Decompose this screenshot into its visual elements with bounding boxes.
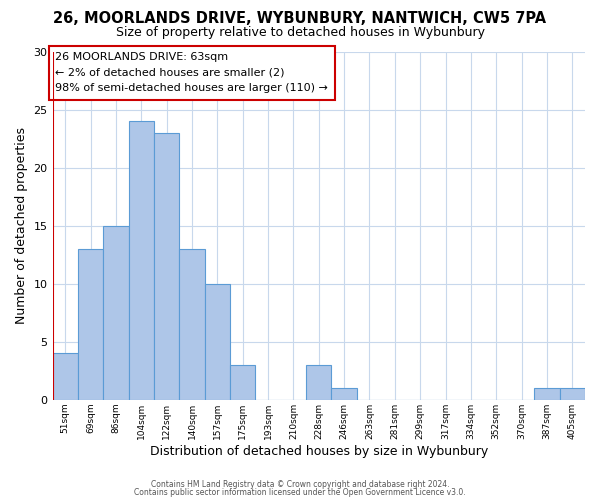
- Bar: [53, 354, 78, 400]
- X-axis label: Distribution of detached houses by size in Wybunbury: Distribution of detached houses by size …: [149, 444, 488, 458]
- Bar: [230, 365, 256, 400]
- Bar: [306, 365, 331, 400]
- Text: Size of property relative to detached houses in Wybunbury: Size of property relative to detached ho…: [115, 26, 485, 39]
- Bar: [205, 284, 230, 400]
- Text: Contains HM Land Registry data © Crown copyright and database right 2024.: Contains HM Land Registry data © Crown c…: [151, 480, 449, 489]
- Bar: [179, 249, 205, 400]
- Text: Contains public sector information licensed under the Open Government Licence v3: Contains public sector information licen…: [134, 488, 466, 497]
- Bar: [128, 121, 154, 400]
- Text: 26, MOORLANDS DRIVE, WYBUNBURY, NANTWICH, CW5 7PA: 26, MOORLANDS DRIVE, WYBUNBURY, NANTWICH…: [53, 11, 547, 26]
- Text: 26 MOORLANDS DRIVE: 63sqm
← 2% of detached houses are smaller (2)
98% of semi-de: 26 MOORLANDS DRIVE: 63sqm ← 2% of detach…: [55, 52, 328, 94]
- Bar: [154, 133, 179, 400]
- Bar: [78, 249, 103, 400]
- Bar: [331, 388, 357, 400]
- Bar: [534, 388, 560, 400]
- Bar: [560, 388, 585, 400]
- Bar: [103, 226, 128, 400]
- Y-axis label: Number of detached properties: Number of detached properties: [15, 127, 28, 324]
